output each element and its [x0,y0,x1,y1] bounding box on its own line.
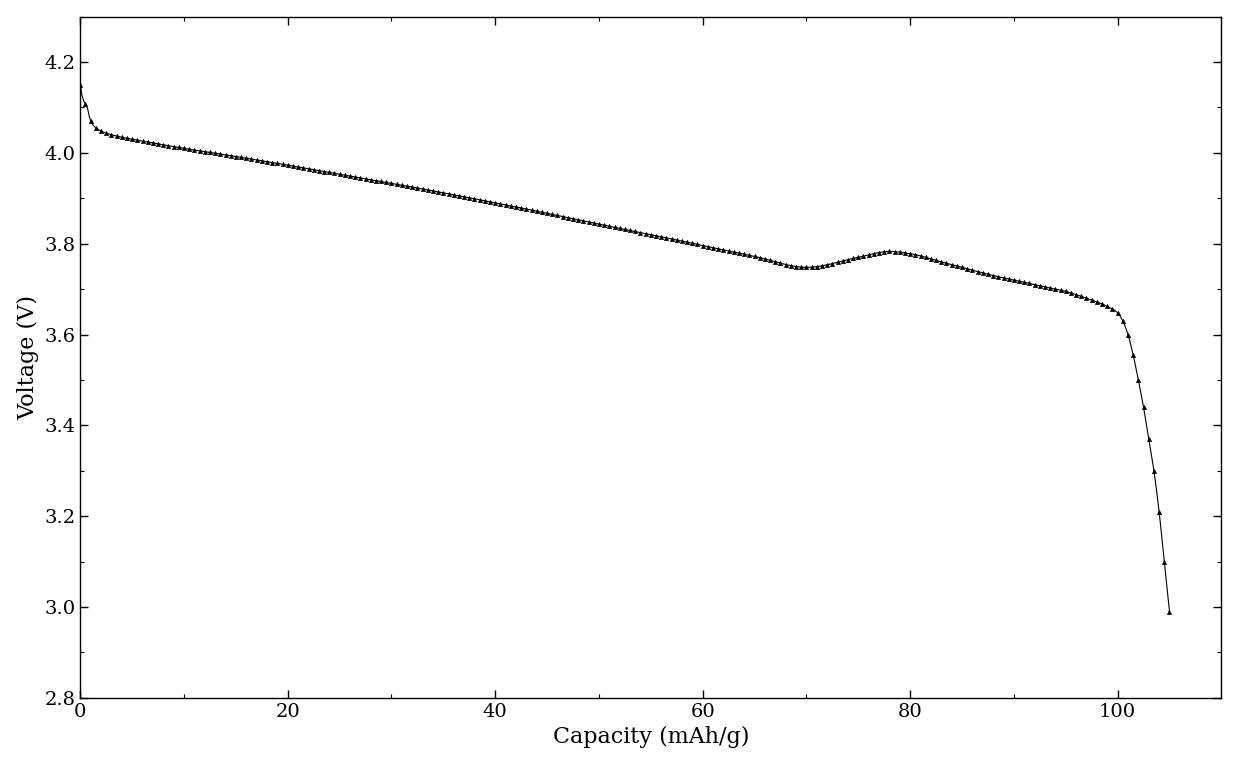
Y-axis label: Voltage (V): Voltage (V) [16,295,38,420]
X-axis label: Capacity (mAh/g): Capacity (mAh/g) [552,726,749,748]
